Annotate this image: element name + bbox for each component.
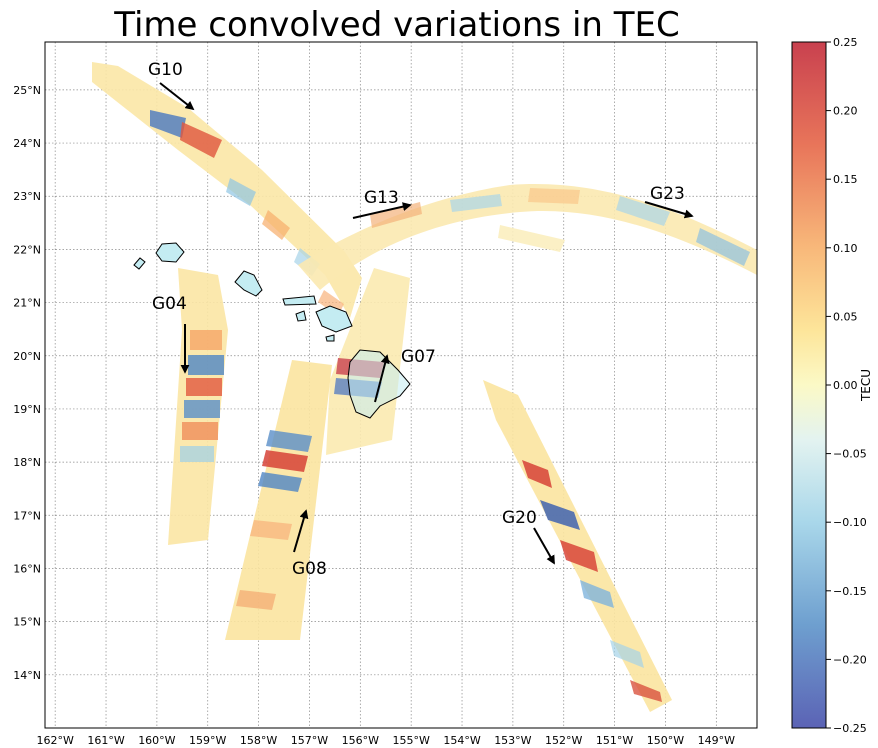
colorbar-tick-label: 0.20 bbox=[833, 105, 858, 118]
lat-tick-label: 22°N bbox=[13, 243, 41, 256]
arrow-g07 bbox=[374, 354, 390, 403]
label-g04: G04 bbox=[152, 294, 187, 314]
lon-tick-label: 155°W bbox=[392, 734, 429, 747]
colorbar-gradient bbox=[791, 41, 827, 729]
colorbar-tick-label: −0.25 bbox=[833, 722, 867, 735]
lon-tick-label: 149°W bbox=[698, 734, 735, 747]
colorbar-tick-label: −0.05 bbox=[833, 448, 867, 461]
label-g10: G10 bbox=[148, 60, 183, 80]
colorbar-tick-label: −0.15 bbox=[833, 585, 867, 598]
island-maui bbox=[315, 305, 353, 333]
lon-tick-label: 156°W bbox=[342, 734, 379, 747]
island-kahoolawe bbox=[325, 334, 335, 342]
lon-tick-label: 150°W bbox=[647, 734, 684, 747]
map-frame bbox=[44, 41, 758, 729]
lat-tick-label: 24°N bbox=[13, 137, 41, 150]
lon-tick-label: 158°W bbox=[240, 734, 277, 747]
label-g23: G23 bbox=[650, 184, 685, 204]
lat-tick-label: 19°N bbox=[13, 403, 41, 416]
colorbar: 0.25 0.20 0.15 0.10 0.05 0.00 −0.05 −0.10 −0.15 −… bbox=[791, 36, 873, 735]
island-niihau bbox=[133, 257, 146, 270]
lat-tick-label: 16°N bbox=[13, 562, 41, 575]
arrow-g20 bbox=[533, 527, 555, 565]
arrow-g08 bbox=[293, 509, 309, 553]
colorbar-tick-label: 0.15 bbox=[833, 173, 858, 186]
label-g13: G13 bbox=[364, 188, 399, 208]
lon-tick-label: 160°W bbox=[138, 734, 175, 747]
track-g04 bbox=[168, 268, 228, 545]
lat-tick-label: 14°N bbox=[13, 669, 41, 682]
longitude-ticks: 162°W 161°W 160°W 159°W 158°W 157°W 156°W 155°W… bbox=[36, 734, 735, 747]
label-g07: G07 bbox=[401, 347, 436, 367]
label-g20: G20 bbox=[502, 508, 537, 528]
lat-tick-label: 23°N bbox=[13, 190, 41, 203]
island-oahu bbox=[234, 270, 263, 297]
arrow-g10 bbox=[159, 82, 195, 111]
label-g08: G08 bbox=[292, 559, 327, 579]
track-g20 bbox=[483, 380, 672, 712]
lon-tick-label: 161°W bbox=[87, 734, 124, 747]
colorbar-tick-label: −0.10 bbox=[833, 516, 867, 529]
lon-tick-label: 162°W bbox=[36, 734, 73, 747]
island-kauai bbox=[155, 242, 185, 263]
lat-tick-label: 17°N bbox=[13, 509, 41, 522]
figure-title: Time convolved variations in TEC bbox=[113, 5, 680, 45]
island-lanai bbox=[295, 310, 307, 322]
colorbar-tick-label: 0.25 bbox=[833, 36, 858, 49]
lat-tick-label: 25°N bbox=[13, 84, 41, 97]
island-molokai bbox=[282, 295, 317, 306]
track-g08 bbox=[225, 360, 332, 640]
lat-tick-label: 20°N bbox=[13, 350, 41, 363]
lon-tick-label: 153°W bbox=[494, 734, 531, 747]
arrow-g13 bbox=[352, 202, 412, 219]
arrow-g23 bbox=[644, 201, 694, 219]
colorbar-label: TECU bbox=[859, 369, 873, 402]
lat-tick-label: 21°N bbox=[13, 297, 41, 310]
lon-tick-label: 154°W bbox=[443, 734, 480, 747]
hawaiian-islands bbox=[133, 242, 411, 419]
colorbar-tick-label: 0.10 bbox=[833, 242, 858, 255]
colorbar-ticks: 0.25 0.20 0.15 0.10 0.05 0.00 −0.05 −0.10 −0.15 −… bbox=[826, 36, 867, 735]
satellite-annotations: G10 G13 G23 G04 G07 G08 G20 bbox=[148, 60, 694, 579]
latitude-ticks: 14°N 15°N 16°N 17°N 18°N 19°N 20°N 21°N 22°N 23°N… bbox=[13, 84, 41, 682]
lon-tick-label: 152°W bbox=[545, 734, 582, 747]
colorbar-tick-label: 0.00 bbox=[833, 379, 858, 392]
track-g10 bbox=[92, 62, 362, 318]
lon-tick-label: 159°W bbox=[189, 734, 226, 747]
lon-tick-label: 157°W bbox=[291, 734, 328, 747]
colorbar-tick-label: 0.05 bbox=[833, 310, 858, 323]
colorbar-tick-label: −0.20 bbox=[833, 653, 867, 666]
lat-tick-label: 18°N bbox=[13, 456, 41, 469]
lat-tick-label: 15°N bbox=[13, 616, 41, 629]
lon-tick-label: 151°W bbox=[596, 734, 633, 747]
